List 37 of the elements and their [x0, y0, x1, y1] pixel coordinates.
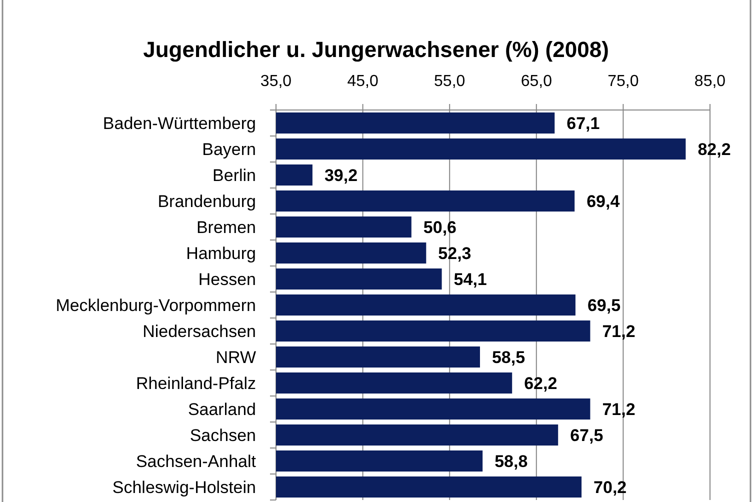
x-tick-label: 65,0 [520, 73, 552, 90]
y-tick-label: Brandenburg [158, 192, 256, 211]
x-tick-label: 75,0 [608, 73, 639, 90]
data-label: 58,8 [494, 452, 528, 471]
y-tick-label: Bayern [202, 140, 256, 159]
data-label: 71,2 [602, 400, 636, 419]
data-label: 39,2 [324, 166, 358, 185]
data-label: 62,2 [524, 374, 558, 393]
y-tick-label: Rheinland-Pfalz [136, 374, 256, 393]
y-tick-label: Bremen [196, 218, 256, 237]
y-tick-label: Mecklenburg-Vorpommern [56, 296, 256, 315]
x-tick-label: 35,0 [260, 73, 292, 90]
y-tick-label: Sachsen-Anhalt [136, 452, 256, 471]
data-label: 82,2 [698, 140, 731, 159]
data-label: 69,5 [587, 296, 621, 315]
y-tick-label: Berlin [212, 166, 256, 185]
y-tick-label: Hessen [198, 270, 256, 289]
data-label: 67,1 [566, 114, 600, 133]
y-tick-label: Saarland [188, 400, 256, 419]
y-tick-label: Hamburg [186, 244, 256, 263]
y-tick-label: Sachsen [190, 426, 256, 445]
data-label: 69,4 [586, 192, 620, 211]
y-tick-label: NRW [216, 348, 256, 367]
x-tick-label: 45,0 [347, 73, 378, 90]
data-label: 71,2 [602, 322, 636, 341]
data-label: 58,5 [492, 348, 526, 367]
data-label: 52,3 [438, 244, 472, 263]
chart-title: Jugendlicher u. Jungerwachsener (%) (2008) [143, 37, 609, 62]
y-tick-label: Niedersachsen [142, 322, 256, 341]
data-label: 70,2 [594, 478, 627, 497]
x-tick-label: 85,0 [694, 73, 726, 90]
x-tick-label: 55,0 [434, 73, 466, 90]
data-label: 54,1 [454, 270, 487, 289]
data-label: 50,6 [423, 218, 456, 237]
y-tick-label: Baden-Württemberg [102, 114, 256, 133]
data-label: 67,5 [570, 426, 604, 445]
y-tick-label: Schleswig-Holstein [112, 478, 256, 497]
